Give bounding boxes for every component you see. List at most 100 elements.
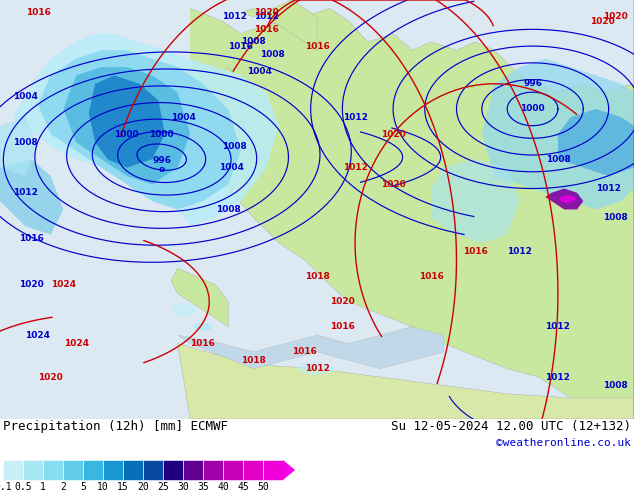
Text: ©weatheronline.co.uk: ©weatheronline.co.uk [496,438,631,448]
Bar [43,460,63,480]
Text: 45: 45 [237,482,249,490]
Text: 1016: 1016 [190,339,216,348]
Text: 1016: 1016 [19,234,44,244]
Ellipse shape [171,304,197,317]
Text: 1012: 1012 [545,322,571,331]
Bar [183,460,203,480]
Polygon shape [545,189,583,210]
Text: 0.5: 0.5 [14,482,32,490]
Text: 2: 2 [60,482,66,490]
Polygon shape [38,50,241,210]
Text: 1016: 1016 [292,347,317,356]
Polygon shape [283,460,295,480]
Text: 1004: 1004 [171,113,197,122]
Text: 1000: 1000 [115,129,139,139]
Text: 1016: 1016 [25,8,51,17]
Ellipse shape [560,195,576,203]
Bar [163,460,183,480]
Text: 1012: 1012 [304,364,330,373]
Bar [63,460,83,480]
Polygon shape [178,8,634,419]
Text: 1016: 1016 [304,42,330,50]
Text: 1008: 1008 [216,205,241,214]
Text: 15: 15 [117,482,129,490]
Text: 1012: 1012 [342,163,368,172]
Polygon shape [0,117,38,176]
Text: 1012: 1012 [13,188,37,197]
Bar [223,460,243,480]
Text: 1020: 1020 [590,17,615,26]
Text: 1020: 1020 [38,372,63,382]
Text: 1: 1 [40,482,46,490]
Bar [0,0,190,419]
Text: 1012: 1012 [222,12,247,21]
Text: 1020: 1020 [254,8,279,17]
Bar [103,460,123,480]
Text: 10: 10 [97,482,109,490]
Text: 1000: 1000 [150,129,174,139]
Text: 25: 25 [157,482,169,490]
Polygon shape [431,159,520,243]
Bar [203,460,223,480]
Text: 0.1: 0.1 [0,482,12,490]
Text: o: o [158,165,165,174]
Ellipse shape [298,363,336,375]
Text: 1018: 1018 [241,356,266,365]
Text: 20: 20 [137,482,149,490]
Polygon shape [0,159,63,235]
Text: 1008: 1008 [260,50,285,59]
Bar [23,460,43,480]
Polygon shape [241,0,317,50]
Text: 1020: 1020 [330,297,355,306]
Text: 1012: 1012 [254,12,279,21]
Text: Su 12-05-2024 12.00 UTC (12+132): Su 12-05-2024 12.00 UTC (12+132) [391,420,631,433]
Text: 1004: 1004 [13,92,37,101]
Polygon shape [558,109,634,176]
Text: 1020: 1020 [380,180,406,189]
Text: 1012: 1012 [507,247,533,256]
Text: 1016: 1016 [330,322,355,331]
Polygon shape [209,67,241,109]
Text: 5: 5 [80,482,86,490]
Text: 40: 40 [217,482,229,490]
Text: 50: 50 [257,482,269,490]
Polygon shape [178,343,634,419]
Text: 1004: 1004 [247,67,273,76]
Text: Precipitation (12h) [mm] ECMWF: Precipitation (12h) [mm] ECMWF [3,420,228,433]
Bar [243,460,263,480]
Text: 996: 996 [152,155,171,165]
Text: 1004: 1004 [219,163,244,172]
Bar [3,460,23,480]
Polygon shape [89,75,165,168]
Text: 1008: 1008 [222,142,247,151]
Bar [263,460,283,480]
Text: 35: 35 [197,482,209,490]
Polygon shape [171,268,228,327]
Text: 1008: 1008 [13,138,37,147]
Text: 1018: 1018 [304,272,330,281]
Bar [123,460,143,480]
Polygon shape [13,33,279,226]
Bar [143,460,163,480]
Bar [83,460,103,480]
Text: 1000: 1000 [521,104,545,113]
Text: 1012: 1012 [342,113,368,122]
Text: 1024: 1024 [63,339,89,348]
Text: 1008: 1008 [545,155,571,164]
Text: 1008: 1008 [602,381,628,390]
Text: 1008: 1008 [241,37,266,47]
Text: 1020: 1020 [380,129,406,139]
Text: 1020: 1020 [19,280,44,290]
Text: 1012: 1012 [545,372,571,382]
Text: 1008: 1008 [602,213,628,222]
Polygon shape [63,67,190,184]
Text: 1016: 1016 [463,247,488,256]
Text: 1024: 1024 [25,331,50,340]
Text: 1024: 1024 [51,280,76,290]
Text: 1012: 1012 [596,184,621,193]
Text: 30: 30 [177,482,189,490]
Polygon shape [482,59,634,210]
Text: 1016: 1016 [254,25,279,34]
Text: 1016: 1016 [418,272,444,281]
Ellipse shape [193,322,212,331]
